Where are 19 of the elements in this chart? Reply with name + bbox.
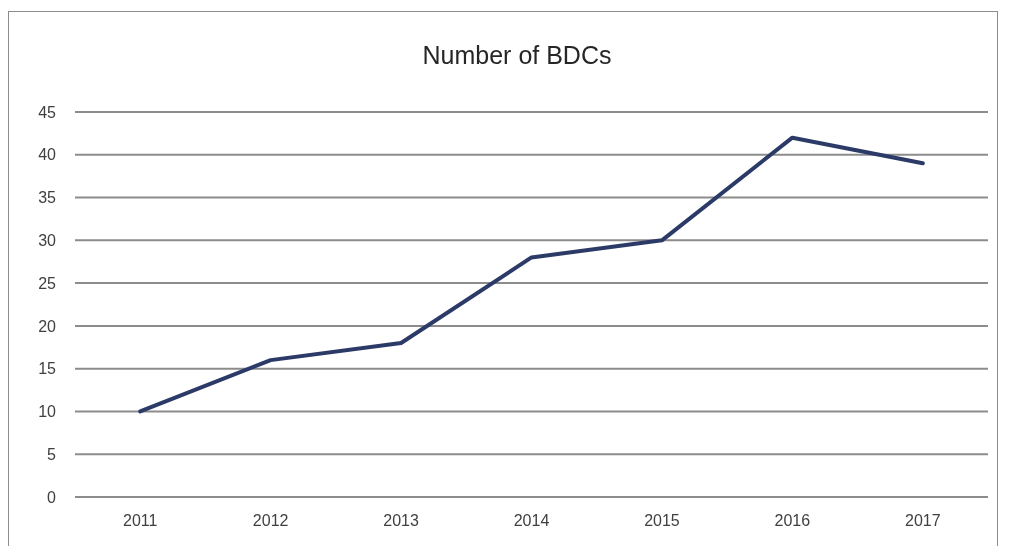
y-tick-label: 35 (38, 189, 57, 207)
y-tick-label: 20 (38, 317, 57, 335)
y-tick-label: 10 (38, 403, 57, 421)
x-tick-label: 2012 (252, 512, 289, 530)
x-tick-label: 2013 (383, 512, 419, 530)
y-tick-label: 0 (47, 488, 57, 506)
y-tick-label: 15 (38, 360, 57, 378)
y-tick-label: 5 (47, 445, 57, 463)
x-tick-label: 2011 (123, 512, 158, 530)
line-series (138, 135, 925, 414)
y-tick-label: 30 (38, 232, 57, 250)
y-tick-label: 45 (38, 103, 57, 121)
y-tick-label: 40 (38, 146, 57, 164)
x-tick-label: 2014 (513, 512, 550, 530)
x-tick-label: 2015 (644, 512, 680, 530)
y-tick-label: 25 (38, 274, 57, 292)
chart-title: Number of BDCs (421, 40, 613, 70)
x-tick-label: 2017 (904, 512, 941, 530)
x-tick-label: 2016 (774, 512, 811, 530)
